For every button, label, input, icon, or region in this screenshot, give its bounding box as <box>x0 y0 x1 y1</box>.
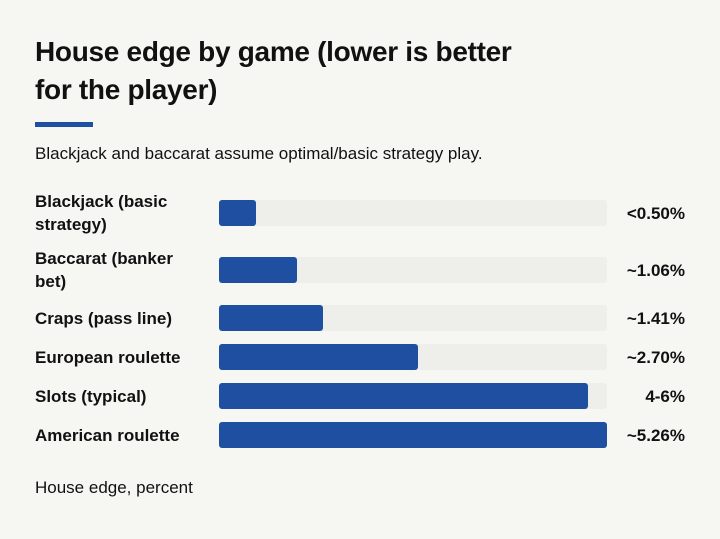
bar <box>219 383 588 409</box>
title-accent-rule <box>35 122 93 127</box>
bar <box>219 305 323 331</box>
bar-chart: Blackjack (basic strategy) <0.50% Baccarat… <box>0 180 720 460</box>
category-label: Baccarat (banker bet) <box>35 249 173 291</box>
chart-title: House edge by game (lower is better for … <box>35 36 512 105</box>
bar <box>219 257 297 283</box>
axis-caption: House edge, percent <box>35 478 193 497</box>
value-label: 4-6% <box>645 386 685 406</box>
value-label: ~5.26% <box>626 425 685 445</box>
bar <box>219 344 418 370</box>
category-label: Craps (pass line) <box>35 308 172 328</box>
bar <box>219 200 256 226</box>
value-label: ~1.41% <box>626 308 685 328</box>
chart-subtitle: Blackjack and baccarat assume optimal/ba… <box>35 144 483 163</box>
category-label: Blackjack (basic strategy) <box>35 192 168 234</box>
value-label: <0.50% <box>626 203 685 223</box>
value-label: ~2.70% <box>626 347 685 367</box>
category-label: European roulette <box>35 347 181 367</box>
bar-track <box>219 200 607 226</box>
category-label: American roulette <box>35 425 180 445</box>
bar <box>219 422 607 448</box>
category-label: Slots (typical) <box>35 386 147 406</box>
value-label: ~1.06% <box>626 260 685 280</box>
